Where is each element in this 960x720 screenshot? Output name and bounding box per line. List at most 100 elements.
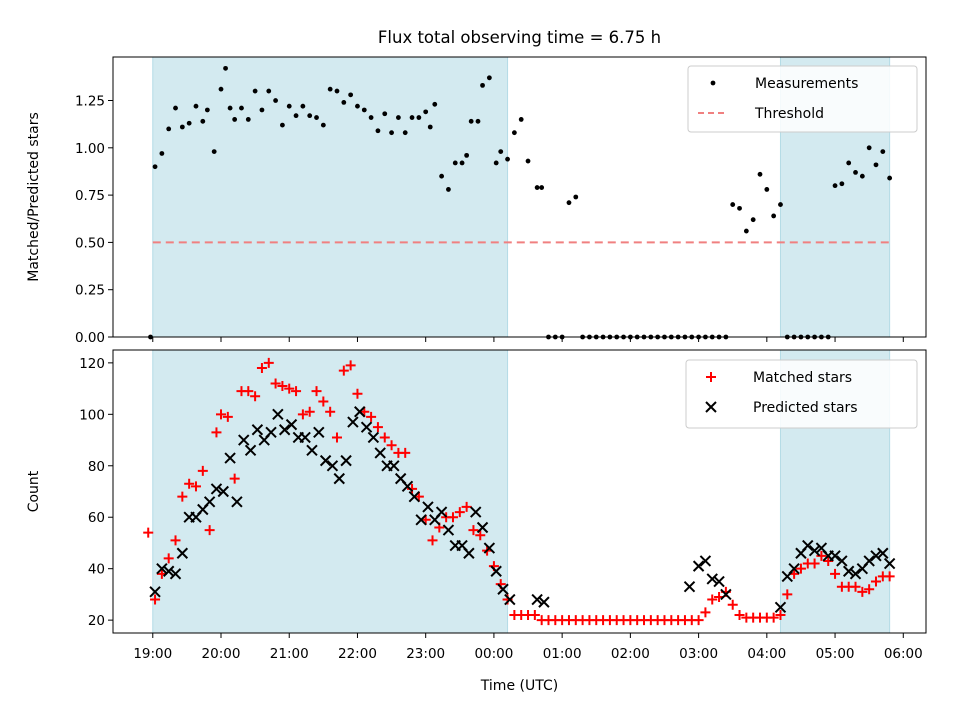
data-point [859, 173, 865, 179]
x-tick-label: 23:00 [406, 646, 445, 662]
data-point [846, 160, 852, 166]
data-point [177, 491, 188, 502]
y-tick-label: 0.50 [75, 235, 105, 251]
data-point [266, 88, 272, 94]
legend: Matched stars Predicted stars [685, 359, 918, 429]
data-point [427, 535, 438, 546]
data-point [870, 550, 882, 562]
data-point [285, 418, 298, 431]
data-point [573, 194, 579, 200]
legend-box [685, 359, 918, 429]
y-tick-label: 60 [88, 510, 105, 526]
data-point [459, 160, 465, 166]
data-point [427, 124, 433, 130]
axes-frame [112, 56, 927, 338]
data-point [273, 98, 278, 103]
data-point [190, 481, 201, 492]
data-point [476, 521, 489, 534]
data-point [707, 594, 718, 605]
data-point [313, 426, 325, 439]
data-point [853, 170, 858, 175]
data-point [795, 563, 806, 574]
data-point [286, 103, 292, 109]
legend: Measurements Threshold [687, 65, 918, 133]
data-point [883, 557, 896, 570]
data-point [764, 187, 770, 192]
data-point [224, 452, 236, 464]
data-point [464, 152, 470, 158]
data-point [880, 149, 886, 154]
data-point [475, 118, 481, 124]
data-point [863, 555, 875, 567]
x-tick-label: 00:00 [474, 646, 513, 662]
y-tick-label: 0.75 [75, 188, 105, 204]
data-point [468, 118, 474, 124]
data-point [849, 568, 862, 580]
data-point [518, 117, 524, 122]
chart-title: Flux total observing time = 6.75 h [378, 28, 661, 47]
data-point [737, 205, 742, 211]
data-point [203, 496, 216, 508]
data-point [439, 173, 445, 179]
data-point [525, 158, 531, 164]
data-point [498, 149, 504, 154]
data-point [750, 217, 756, 223]
data-point [486, 75, 492, 81]
x-tick-label: 05:00 [816, 646, 855, 662]
data-point [538, 596, 550, 608]
data-point [734, 609, 745, 620]
data-point [223, 65, 228, 71]
data-point [304, 406, 315, 417]
data-point [217, 485, 229, 498]
data-point [320, 122, 326, 128]
data-point [808, 544, 821, 557]
data-point [422, 501, 434, 513]
data-point [388, 460, 400, 472]
data-point [873, 162, 879, 168]
data-point [222, 411, 233, 422]
legend-box [687, 65, 918, 133]
data-point [566, 200, 572, 206]
legend-marker [706, 372, 716, 382]
data-point [468, 525, 479, 536]
data-point [347, 416, 359, 428]
y-tick-label: 0.00 [75, 330, 105, 346]
data-point [197, 465, 208, 476]
data-point [232, 117, 238, 122]
data-point [360, 421, 373, 433]
data-point [504, 593, 516, 606]
data-point [338, 365, 349, 376]
data-point [314, 115, 319, 120]
data-point [367, 431, 380, 444]
data-point [699, 555, 712, 567]
data-point [263, 357, 274, 368]
data-point [239, 105, 244, 111]
data-point [423, 109, 429, 115]
data-point [291, 386, 302, 397]
data-point [300, 103, 306, 109]
x-tick-label: 01:00 [543, 646, 582, 662]
data-point [408, 490, 421, 503]
data-point [454, 507, 465, 518]
x-tick-label: 04:00 [747, 646, 786, 662]
data-point [284, 383, 295, 394]
data-point [402, 130, 408, 136]
data-point [340, 454, 352, 467]
data-point [778, 202, 783, 207]
data-point [216, 409, 227, 420]
data-point [490, 565, 502, 577]
data-point [774, 601, 787, 613]
data-point [333, 472, 345, 485]
data-point [204, 525, 215, 536]
legend-label: Measurements [755, 76, 858, 92]
data-point [480, 82, 485, 88]
data-point [170, 535, 181, 546]
data-point [211, 149, 217, 154]
data-point [720, 588, 732, 601]
data-point [245, 117, 251, 122]
data-point [864, 584, 875, 595]
data-point [375, 128, 381, 134]
x-tick-label: 21:00 [270, 646, 309, 662]
data-point [374, 447, 386, 459]
